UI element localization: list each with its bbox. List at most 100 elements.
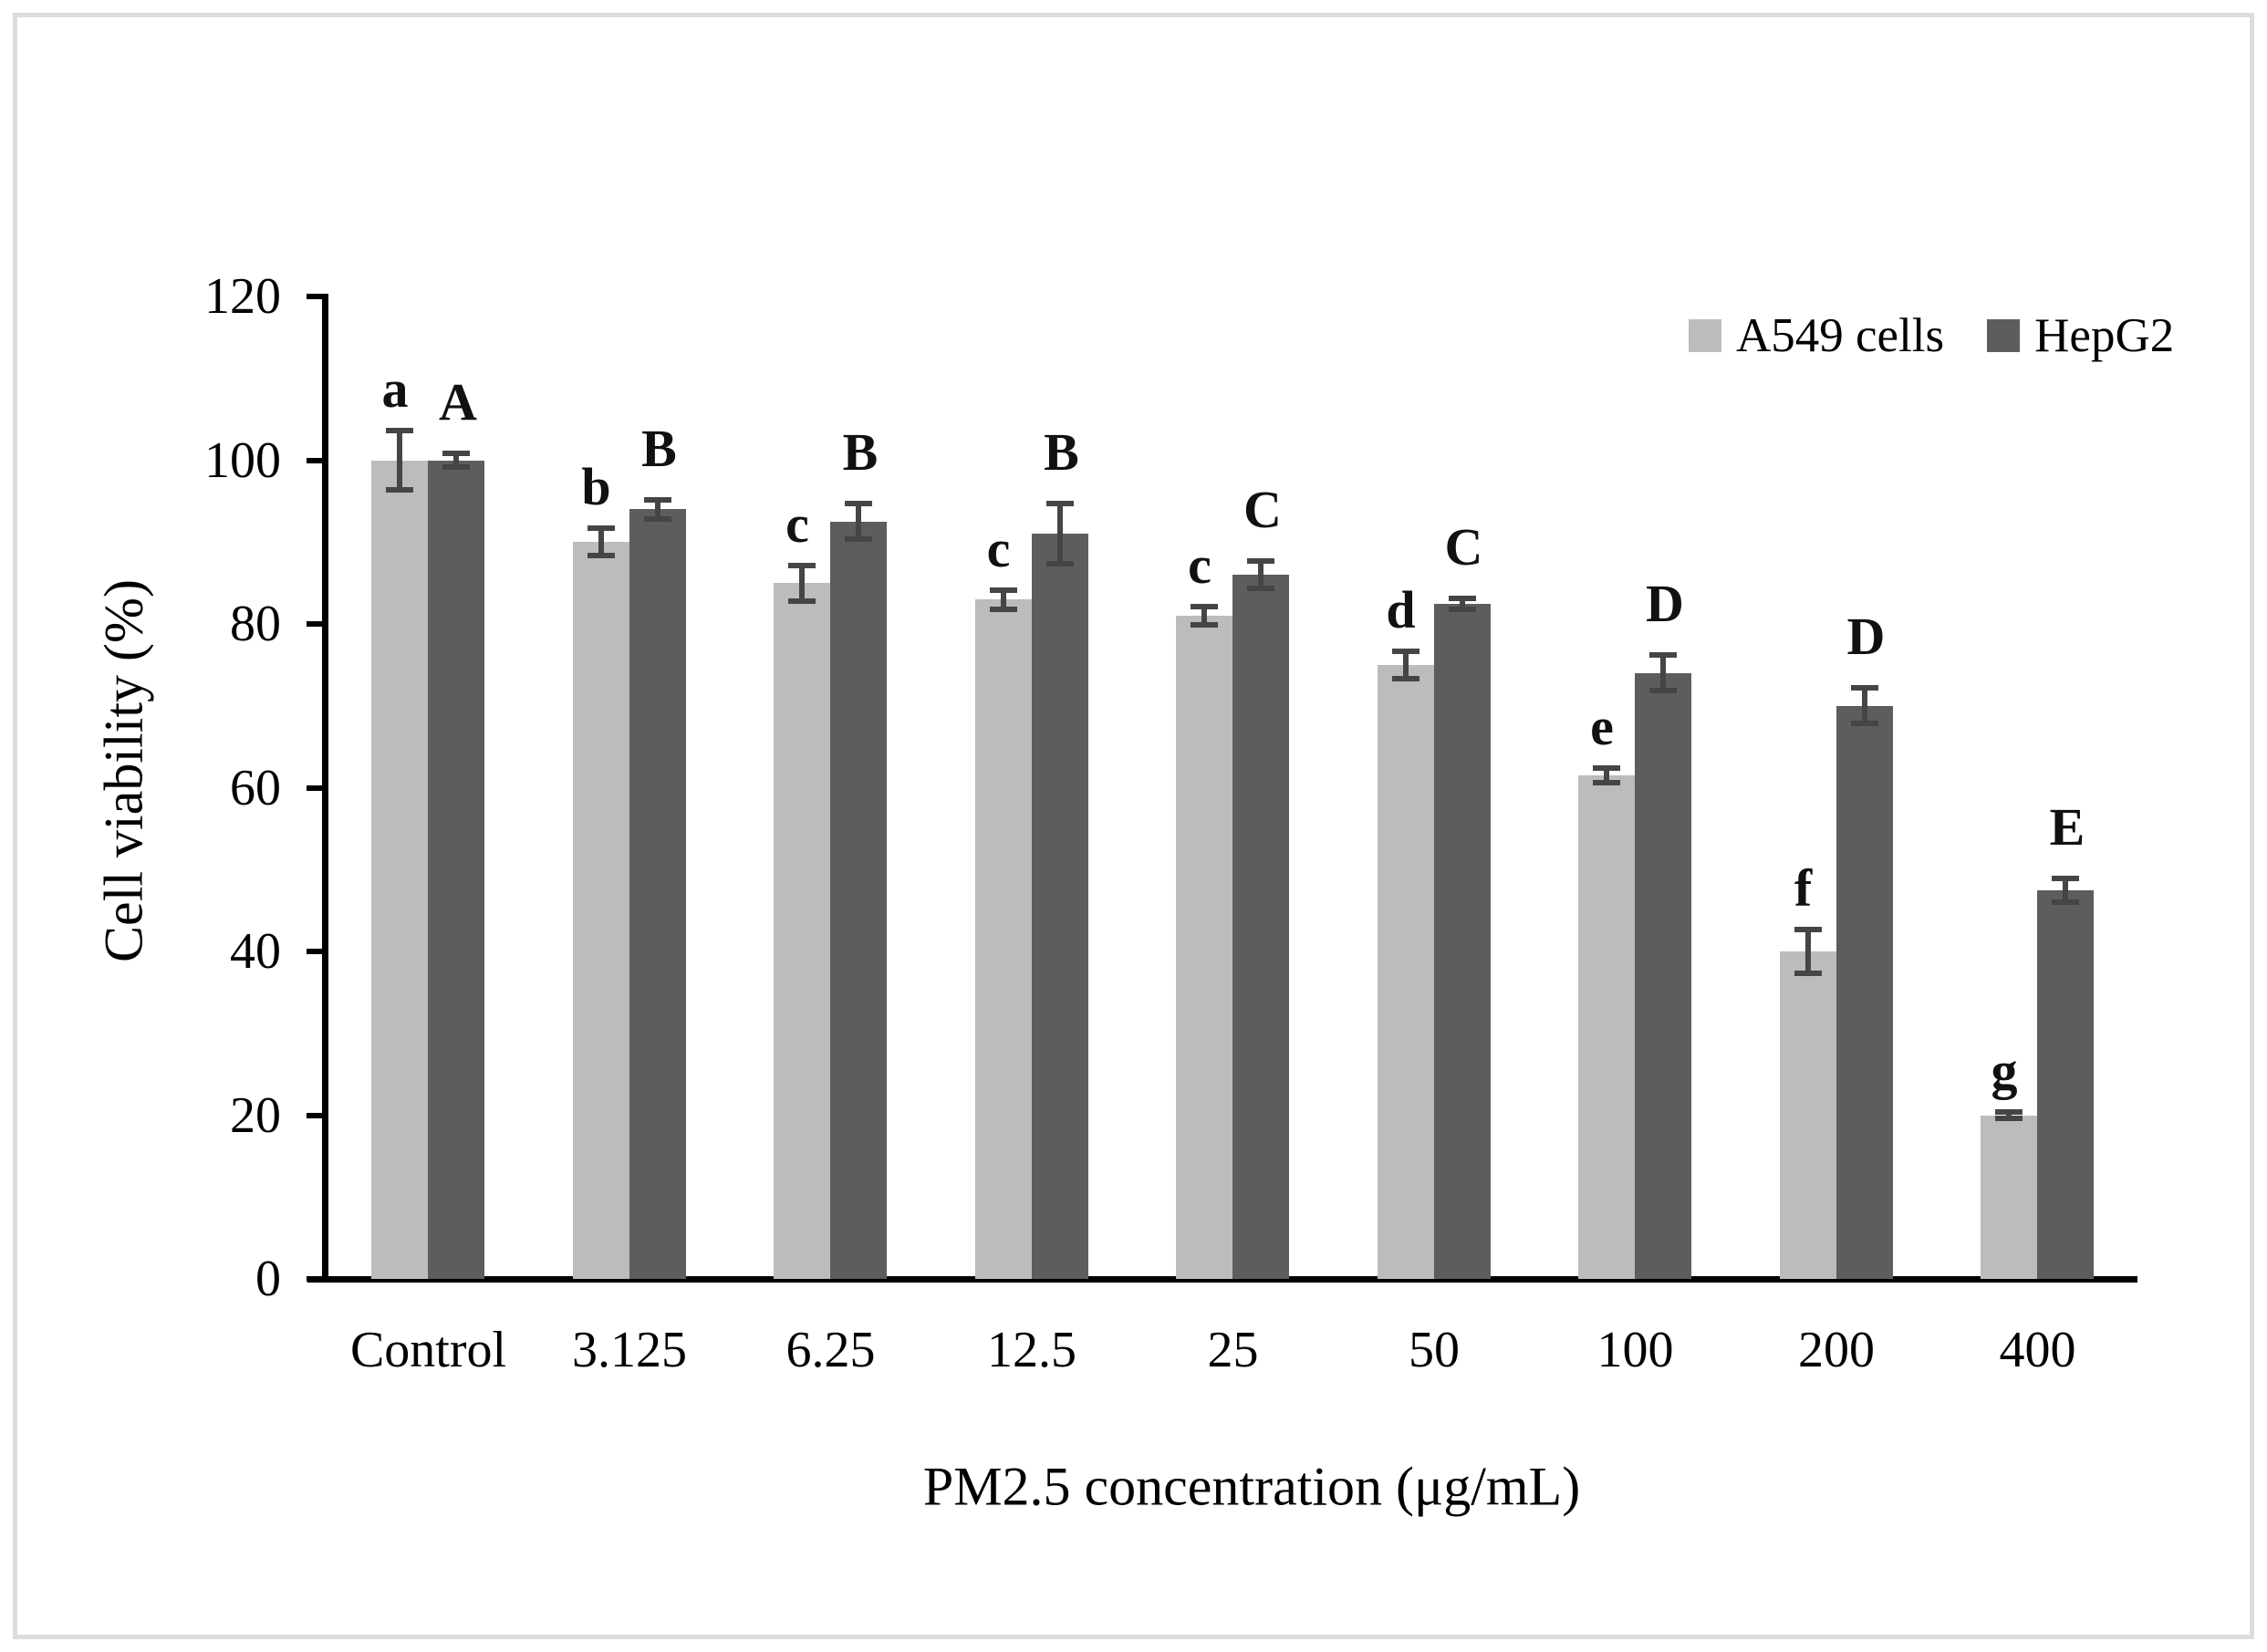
sig-label-hepg2-50: C xyxy=(1444,516,1483,577)
errorbar-hepg2-3-125 xyxy=(643,496,671,522)
bar-hepg2-6-25 xyxy=(830,521,887,1279)
sig-label-a549-cells-400: g xyxy=(1991,1041,2018,1101)
sig-label-hepg2-3-125: B xyxy=(641,418,677,478)
errorbar-part xyxy=(1402,648,1409,681)
legend-label-a549: A549 cells xyxy=(1736,309,1945,362)
bar-a549-cells-12-5 xyxy=(974,599,1032,1279)
errorbar-part xyxy=(856,501,861,543)
bar-a549-cells-3-125 xyxy=(572,542,629,1279)
errorbar-part xyxy=(1850,721,1878,727)
bar-a549-cells-100 xyxy=(1578,775,1635,1279)
errorbar-part xyxy=(1604,765,1609,785)
bar-hepg2-100 xyxy=(1635,672,1691,1279)
errorbar-a549-cells-control xyxy=(386,427,413,494)
y-tick-label-80: 80 xyxy=(230,596,281,652)
errorbar-part xyxy=(386,487,413,494)
y-tick-60 xyxy=(307,784,328,791)
y-tick-120 xyxy=(307,294,328,299)
errorbar-part xyxy=(1995,1115,2023,1121)
errorbar-part xyxy=(386,427,413,433)
x-axis-line xyxy=(307,1276,2137,1283)
y-tick-100 xyxy=(307,457,328,463)
sig-label-a549-cells-50: d xyxy=(1386,579,1416,639)
errorbar-a549-cells-100 xyxy=(1593,765,1620,785)
x-tick-label-3-125: 3.125 xyxy=(572,1322,687,1378)
errorbar-part xyxy=(397,427,402,494)
errorbar-part xyxy=(1459,595,1465,612)
bar-hepg2-50 xyxy=(1433,603,1491,1279)
errorbar-part xyxy=(1448,595,1476,601)
errorbar-part xyxy=(1191,622,1218,629)
errorbar-part xyxy=(845,536,872,543)
y-tick-80 xyxy=(307,621,328,627)
errorbar-part xyxy=(643,496,671,503)
errorbar-part xyxy=(1995,1109,2023,1116)
errorbar-part xyxy=(1649,688,1677,694)
y-tick-20 xyxy=(307,1112,328,1118)
errorbar-part xyxy=(1247,586,1274,592)
x-tick-label-200: 200 xyxy=(1798,1322,1875,1378)
legend-label-hepg2: HepG2 xyxy=(2034,309,2175,362)
bar-hepg2-400 xyxy=(2037,889,2094,1279)
errorbar-a549-cells-50 xyxy=(1391,648,1419,681)
errorbar-part xyxy=(1850,685,1878,691)
x-tick-label-6-25: 6.25 xyxy=(785,1322,876,1378)
bar-hepg2-12-5 xyxy=(1031,534,1088,1279)
sig-label-a549-cells-3-125: b xyxy=(581,457,611,517)
errorbar-part xyxy=(1201,603,1207,629)
sig-label-hepg2-400: E xyxy=(2049,796,2085,857)
errorbar-part xyxy=(1191,603,1218,609)
y-tick-label-120: 120 xyxy=(204,268,281,325)
errorbar-a549-cells-400 xyxy=(1995,1109,2023,1121)
errorbar-part xyxy=(1000,587,1006,612)
errorbar-part xyxy=(2052,875,2079,881)
y-tick-40 xyxy=(307,949,328,954)
y-tick-label-0: 0 xyxy=(255,1251,281,1307)
errorbar-part xyxy=(1649,652,1677,659)
bar-a549-cells-6-25 xyxy=(774,583,830,1279)
sig-label-a549-cells-100: e xyxy=(1590,697,1614,757)
errorbar-part xyxy=(2006,1109,2012,1121)
errorbar-part xyxy=(1448,606,1476,612)
y-tick-label-20: 20 xyxy=(230,1086,281,1144)
errorbar-part xyxy=(1794,927,1822,933)
errorbar-part xyxy=(453,450,459,471)
errorbar-a549-cells-200 xyxy=(1794,927,1822,976)
errorbar-part xyxy=(1045,561,1074,567)
legend-swatch-a549 xyxy=(1689,319,1721,352)
errorbar-part xyxy=(587,525,615,532)
errorbar-part xyxy=(1391,675,1419,681)
errorbar-part xyxy=(1794,970,1822,976)
sig-label-hepg2-100: D xyxy=(1646,574,1684,634)
x-tick-label-control: Control xyxy=(349,1322,507,1378)
errorbar-part xyxy=(799,562,805,604)
y-tick-label-60: 60 xyxy=(230,759,281,816)
errorbar-part xyxy=(1391,648,1419,654)
sig-label-hepg2-6-25: B xyxy=(842,422,879,483)
errorbar-part xyxy=(587,553,615,559)
bar-a549-cells-25 xyxy=(1176,616,1232,1279)
errorbar-part xyxy=(1045,501,1074,507)
errorbar-part xyxy=(989,606,1017,612)
x-tick-label-25: 25 xyxy=(1207,1322,1259,1378)
sig-label-hepg2-control: A xyxy=(439,371,477,431)
bar-hepg2-control xyxy=(428,460,484,1279)
x-tick-label-12-5: 12.5 xyxy=(987,1322,1076,1378)
errorbar-hepg2-25 xyxy=(1247,558,1274,592)
bar-hepg2-3-125 xyxy=(629,509,686,1279)
legend-item-a549: A549 cells xyxy=(1689,308,1944,363)
y-tick-label-100: 100 xyxy=(204,431,281,489)
x-axis-title: PM2.5 concentration (μg/mL) xyxy=(922,1456,1581,1517)
errorbar-a549-cells-12-5 xyxy=(989,587,1017,612)
bar-hepg2-25 xyxy=(1232,575,1289,1279)
errorbar-part xyxy=(1258,558,1263,592)
errorbar-hepg2-100 xyxy=(1649,652,1677,694)
legend: A549 cells HepG2 xyxy=(1689,308,2174,363)
errorbar-part xyxy=(598,525,604,559)
sig-label-a549-cells-control: a xyxy=(381,358,409,419)
errorbar-part xyxy=(2052,899,2079,905)
sig-label-hepg2-12-5: B xyxy=(1044,422,1079,483)
errorbar-a549-cells-25 xyxy=(1191,603,1218,629)
errorbar-part xyxy=(1804,927,1811,976)
